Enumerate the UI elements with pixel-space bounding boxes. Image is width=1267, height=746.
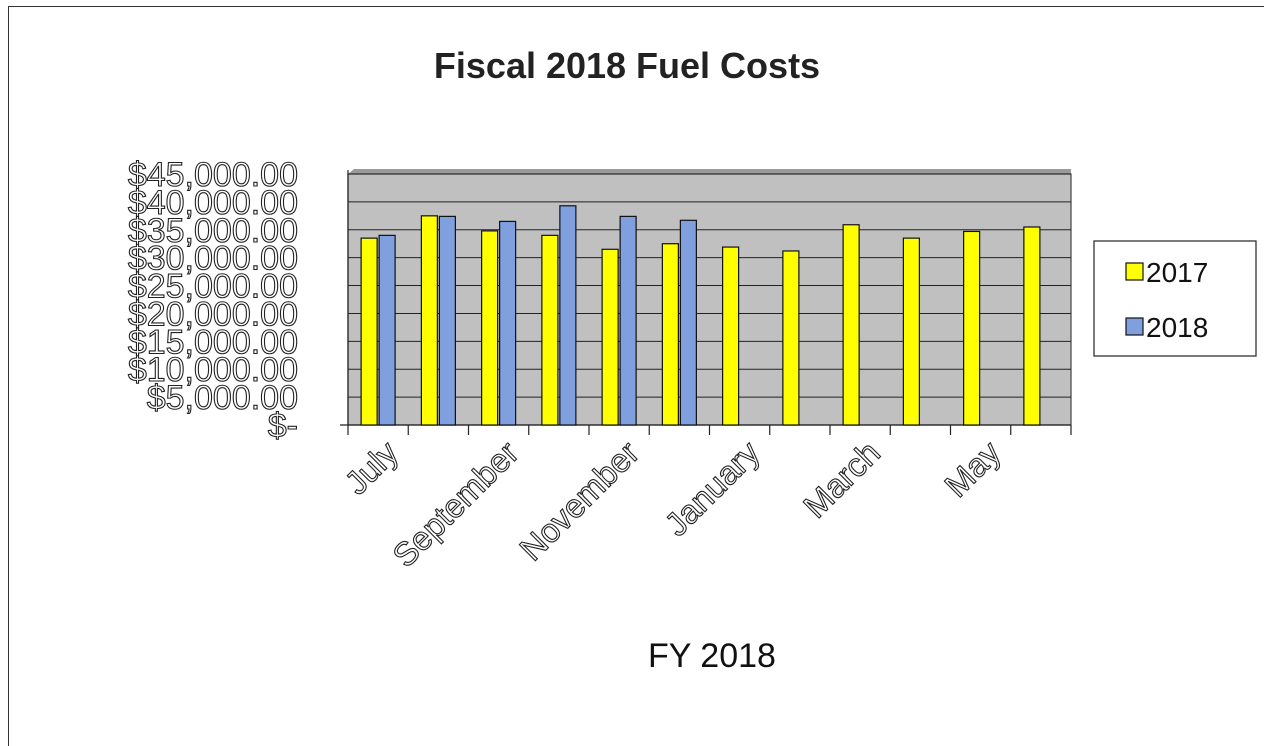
bar-2018-september [499,220,517,426]
bar-2017-september [481,230,499,426]
bar-2018-november [619,215,637,426]
bar-2017-december [661,243,679,426]
bar-2017-october [541,234,559,426]
legend-box [1093,240,1257,357]
plot-area [340,169,1072,435]
bar-2017-august [420,215,438,426]
plot-top-edge [348,169,1071,174]
x-tick-label: May [937,433,1008,504]
legend-swatch-2017 [1125,262,1144,281]
y-tick-label: $5,000.00 [147,379,298,417]
x-axis-label: FY 2018 [648,637,776,675]
legend-label-2018: 2018 [1146,312,1208,343]
y-axis-ticks: $-$5,000.00$10,000.00$15,000.00$20,000.0… [127,155,298,445]
y-tick-label: $10,000.00 [128,351,298,389]
legend: 2017 2018 [1093,240,1257,357]
bar-2017-june [1023,226,1041,426]
x-tick-label: September [385,434,525,574]
bar-2017-november [601,248,619,426]
y-tick-label: $15,000.00 [128,323,298,361]
legend-label-2017: 2017 [1146,257,1208,288]
bar-2018-august [438,215,456,426]
y-tick-label: $25,000.00 [128,268,298,306]
x-tick-label: November [512,434,646,568]
bar-2017-may [963,230,981,426]
bar-2018-july [378,234,396,426]
y-tick-label: $20,000.00 [128,295,298,333]
y-tick-label: $30,000.00 [128,240,298,278]
y-tick-label: $- [268,407,298,445]
bar-2018-october [559,205,577,426]
bar-2017-february [782,250,800,426]
chart-frame [8,6,1264,746]
x-tick-label: January [657,433,767,543]
bar-2017-july [360,237,378,426]
bar-2018-december [679,219,697,426]
y-tick-label: $35,000.00 [128,212,298,250]
legend-swatch-2018 [1125,317,1144,336]
chart-title: Fiscal 2018 Fuel Costs [434,45,820,86]
plot-background [347,173,1072,426]
y-tick-label: $45,000.00 [128,156,298,194]
y-tick-label: $40,000.00 [128,184,298,222]
bar-2017-march [842,224,860,426]
bar-2017-april [902,237,920,426]
x-tick-label: July [337,433,405,501]
x-tick-label: March [796,434,887,525]
bar-2017-january [722,246,740,426]
